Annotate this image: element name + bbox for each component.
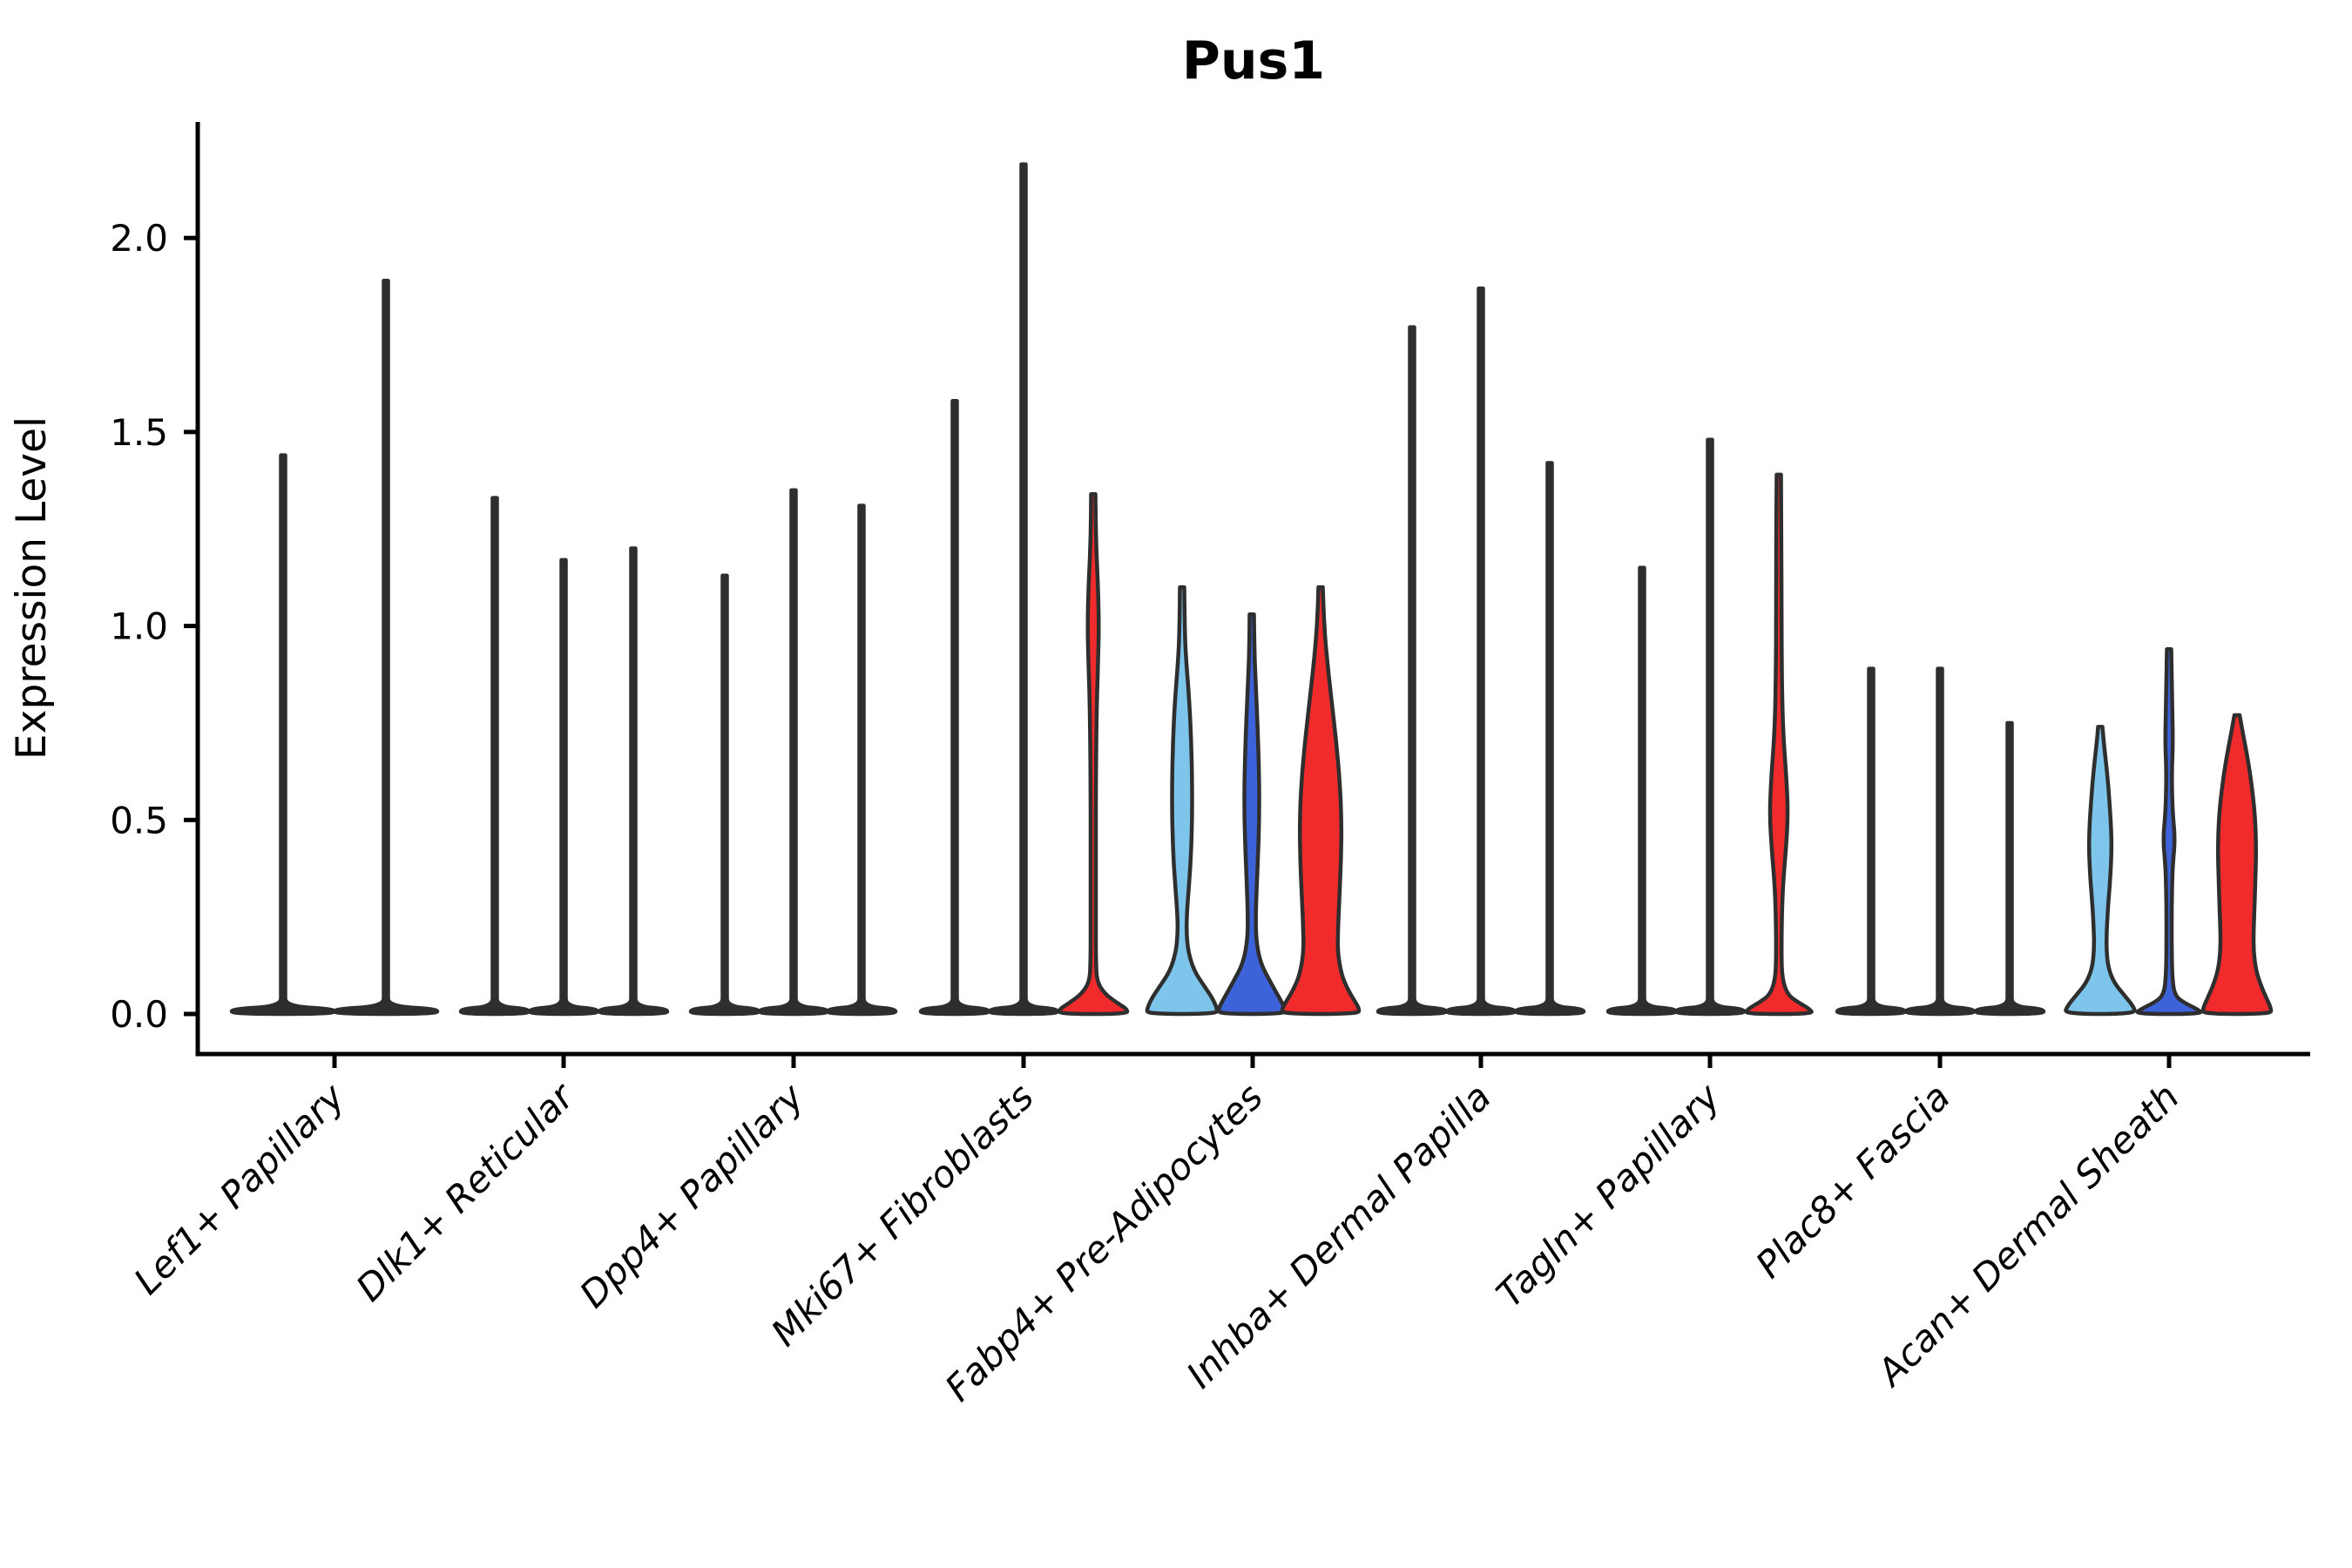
violin-dark	[1444, 286, 1517, 1017]
x-tick-label: Lef1+ Papillary	[125, 1075, 354, 1303]
violin-skyblue	[1145, 585, 1220, 1017]
violin-dark	[1673, 437, 1747, 1017]
violin-blue	[1216, 612, 1288, 1017]
violin-dark	[688, 573, 761, 1017]
plot-title: Pus1	[1182, 30, 1325, 91]
violin-dark	[1835, 666, 1908, 1017]
violin-red	[1280, 585, 1362, 1017]
violin-dark	[1375, 325, 1449, 1017]
violin-red	[1744, 472, 1814, 1017]
violin-dark	[1605, 565, 1679, 1017]
violin-dark	[458, 496, 531, 1017]
violin-skyblue	[2064, 725, 2137, 1017]
violin-red	[1057, 491, 1130, 1017]
y-tick-label: 0.5	[110, 799, 168, 841]
violin-dark	[1513, 461, 1586, 1017]
violin-dark	[987, 162, 1060, 1017]
violin-dark	[825, 504, 898, 1017]
x-tick-label: Mki67+ Fibroblasts	[763, 1075, 1042, 1354]
x-tick-label: Dpp4+ Papillary	[571, 1075, 813, 1316]
violin-blue	[2135, 647, 2203, 1017]
axes-layer	[184, 122, 2310, 1068]
y-tick-label: 1.5	[110, 411, 168, 454]
y-axis-label: Expression Level	[8, 416, 56, 760]
violin-dark	[597, 546, 670, 1017]
violin-dark	[757, 488, 830, 1017]
violin-dark	[1903, 666, 1977, 1017]
violins-layer	[229, 162, 2274, 1017]
y-tick-label: 2.0	[110, 217, 168, 260]
violin-dark	[1973, 720, 2046, 1017]
violin-dark	[229, 453, 337, 1017]
violin-dark	[918, 399, 991, 1017]
violin-dark	[527, 558, 600, 1017]
y-tick-label: 0.0	[110, 993, 168, 1036]
y-tick-label: 1.0	[110, 605, 168, 648]
violin-red	[2200, 713, 2274, 1017]
x-tick-label: Dlk1+ Reticular	[348, 1073, 584, 1309]
violin-dark	[332, 278, 440, 1017]
x-tick-label: Tagln+ Papillary	[1488, 1075, 1729, 1316]
x-tick-label: Plac8+ Fascia	[1747, 1075, 1958, 1286]
